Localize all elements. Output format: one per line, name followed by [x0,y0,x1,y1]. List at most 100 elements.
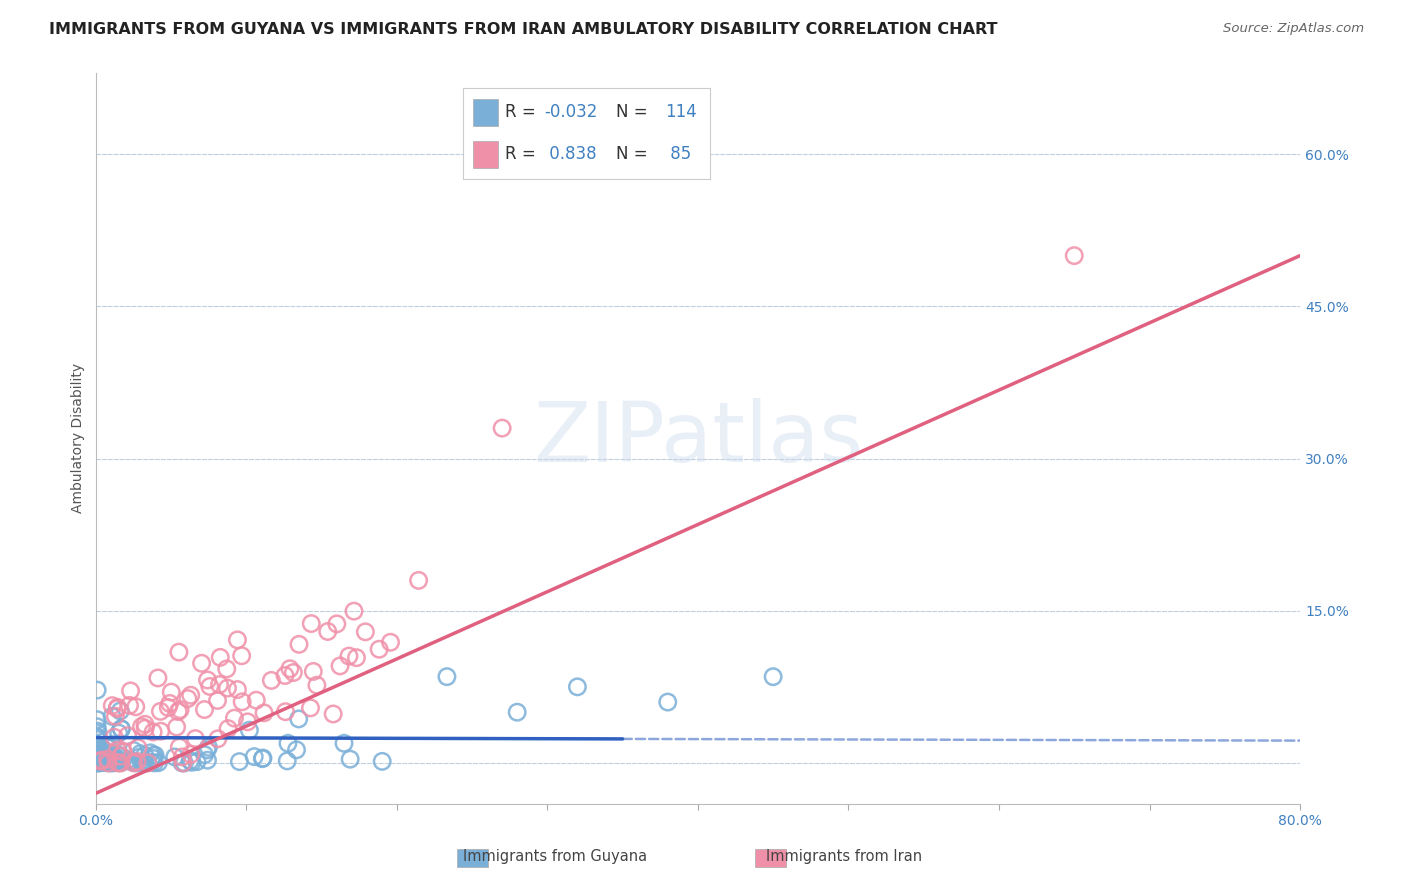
Point [129,747,152,761]
Point [260,673,283,688]
Point [231,695,253,709]
Point [87,756,110,770]
Point [121,754,143,768]
Point [89,753,111,767]
Point [86,755,108,769]
Point [117,729,139,743]
Point [86,726,108,740]
Point [120,684,142,698]
Point [105,752,128,766]
Point [186,755,208,769]
Point [101,698,124,713]
Point [408,574,430,588]
Point [180,688,202,702]
Point [142,748,165,763]
Point [104,709,127,723]
Point [87,724,110,739]
Point [112,745,135,759]
Point [103,754,125,768]
Point [131,720,153,734]
Point [172,756,194,770]
Point [146,671,169,685]
Point [506,705,529,719]
Point [122,756,145,770]
Point [100,751,122,765]
Point [86,750,108,764]
Point [100,755,122,769]
Point [115,753,138,767]
Point [104,753,127,767]
Point [368,642,391,657]
Point [208,677,231,691]
Point [107,756,129,770]
Point [287,712,309,726]
Point [322,706,344,721]
Point [90,750,112,764]
Point [104,755,127,769]
Point [134,722,156,736]
Point [283,665,305,680]
Point [177,691,200,706]
Point [167,705,190,719]
Point [87,756,110,770]
Point [91,747,114,762]
Point [1063,249,1085,263]
Point [276,754,298,768]
Point [491,421,513,435]
Point [89,754,111,768]
Point [101,756,124,770]
Point [118,754,141,768]
Point [181,756,204,770]
Point [101,756,124,770]
Point [252,751,274,765]
Point [316,624,339,639]
Point [149,724,172,739]
Point [86,747,108,762]
Point [112,751,135,765]
Point [136,756,159,770]
Point [285,743,308,757]
Point [194,747,217,762]
Point [141,756,163,770]
Point [90,753,112,767]
Point [166,720,188,734]
Point [97,756,120,770]
Point [343,604,366,618]
Point [110,748,132,763]
Point [86,738,108,752]
Point [207,731,229,746]
Point [110,722,132,736]
Point [96,752,118,766]
Point [339,752,361,766]
Point [101,755,124,769]
Point [299,701,322,715]
Point [179,754,201,768]
Text: Immigrants from Iran: Immigrants from Iran [765,849,922,863]
Point [197,753,219,767]
Point [238,723,260,738]
Point [86,732,108,747]
Point [101,753,124,767]
Point [142,725,165,739]
Point [86,731,108,745]
Point [277,736,299,750]
Y-axis label: Ambulatory Disability: Ambulatory Disability [72,363,86,513]
Point [108,756,131,770]
Point [105,743,128,757]
Point [762,670,785,684]
Point [91,755,114,769]
Point [125,699,148,714]
Point [333,736,356,750]
Point [143,756,166,770]
Point [121,755,143,769]
Point [217,681,239,695]
Point [346,650,368,665]
Point [278,662,301,676]
Text: Source: ZipAtlas.com: Source: ZipAtlas.com [1223,22,1364,36]
Point [128,750,150,764]
Point [169,703,191,717]
Point [91,753,114,767]
Point [108,755,131,769]
Point [105,755,128,769]
Point [337,648,360,663]
